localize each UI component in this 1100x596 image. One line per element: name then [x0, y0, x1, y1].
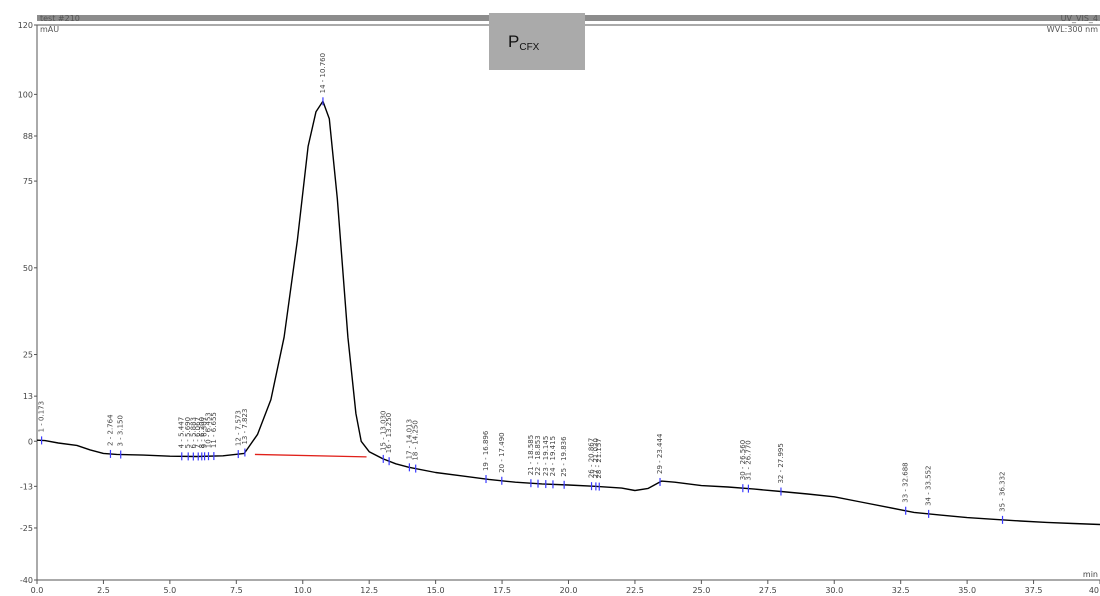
peak-label: 33 - 32.688: [902, 462, 910, 502]
peak-label: 15 - 13.030: [379, 411, 387, 451]
x-tick-label: 32.5: [892, 586, 910, 595]
peak-label: 18 - 14.250: [412, 420, 420, 460]
series-line: [36, 100, 1100, 526]
chart-title: PCFX: [508, 32, 540, 53]
title-box: PCFX: [489, 13, 585, 70]
peak-label: 7 - 6.067: [194, 417, 202, 448]
x-tick-label: 20.0: [560, 586, 578, 595]
y-tick-label: -40: [20, 576, 33, 585]
y-ticks: -40 -25 -13 0 13 25 50 75 88 100 120: [18, 21, 37, 585]
peak-label: 10 - 6.453: [204, 412, 212, 448]
x-tick-label: 35.0: [958, 586, 976, 595]
peak-label: 3 - 3.150: [117, 415, 125, 446]
x-ticks: 0.0 2.5 5.0 7.5 10.0 12.5 15.0 17.5 20.0 22.5 25.0…: [31, 580, 1100, 595]
x-tick-label: 30.0: [825, 586, 843, 595]
y-tick-label: 25: [23, 351, 33, 360]
x-tick-label: 12.5: [360, 586, 378, 595]
peak-label: 4 - 5.447: [178, 417, 186, 448]
peak-label: 22 - 18.853: [534, 435, 542, 475]
y-tick-label: 50: [23, 264, 33, 273]
chart-title-sub: CFX: [519, 42, 539, 53]
peak-label: 14 - 10.760: [319, 53, 327, 93]
x-tick-label: 0.0: [31, 586, 44, 595]
peak-label: 26 - 20.867: [588, 438, 596, 478]
peak-label: 30 - 26.560: [739, 440, 747, 480]
header-left-2: mAU: [40, 25, 59, 34]
peak-label: 19 - 16.896: [482, 430, 490, 471]
peak-label: 31 - 26.770: [744, 440, 752, 480]
peak-label: 20 - 17.490: [498, 432, 506, 472]
y-tick-label: 75: [23, 177, 33, 186]
y-tick-label: 0: [28, 437, 33, 446]
peak-label: 13 - 7.823: [241, 409, 249, 445]
peak-label: 1 - 0.173: [38, 401, 46, 432]
x-tick-label: 10.0: [294, 586, 312, 595]
x-tick-label: 37.5: [1025, 586, 1043, 595]
peak-label: 8 - 6.200: [198, 417, 206, 448]
y-tick-label: 100: [18, 90, 33, 99]
chart-axes: [36, 25, 1100, 581]
title-box-bg: [489, 13, 585, 70]
x-tick-label: 2.5: [97, 586, 110, 595]
x-tick-label: 17.5: [493, 586, 511, 595]
peak-label: 28 - 21.157: [595, 438, 603, 478]
x-tick-label: 27.5: [759, 586, 777, 595]
peak-label: 6 - 5.883: [189, 417, 197, 448]
header-right-2: WVL:300 nm: [1047, 25, 1098, 34]
peak-label: 2 - 2.764: [106, 414, 114, 446]
peak-label: 27 - 21.030: [592, 438, 600, 478]
x-tick-label: 40: [1089, 586, 1099, 595]
series-trace: [36, 100, 1100, 526]
x-tick-label: 15.0: [427, 586, 445, 595]
peak-label: 35 - 36.332: [999, 471, 1007, 511]
peak-label: 34 - 33.552: [925, 466, 933, 506]
peak-label: 32 - 27.995: [777, 443, 785, 483]
chart-title-main: P: [508, 32, 519, 51]
x-tick-label: 7.5: [230, 586, 243, 595]
peak-label: 29 - 23.444: [656, 433, 664, 474]
x-axis-unit: min: [1083, 570, 1098, 579]
y-tick-label: 88: [23, 132, 33, 141]
peak-label: 23 - 19.145: [542, 436, 550, 476]
peak-label: 9 - 6.307: [201, 417, 209, 448]
peak-label: 5 - 5.690: [184, 417, 192, 448]
peak-label: 11 - 6.655: [210, 412, 218, 448]
peak-label: 24 - 19.415: [549, 436, 557, 476]
peak-label: 12 - 7.573: [234, 410, 242, 446]
peak-label: 21 - 18.585: [527, 435, 535, 475]
header-left-1: test #210: [40, 14, 80, 23]
x-tick-label: 22.5: [626, 586, 644, 595]
peak-label: 16 - 13.250: [385, 413, 393, 453]
x-tick-label: 25.0: [692, 586, 710, 595]
x-tick-label: 5.0: [164, 586, 177, 595]
y-tick-label: 120: [18, 21, 33, 30]
integration-baseline: [254, 453, 367, 458]
y-tick-label: -13: [20, 482, 33, 491]
baseline-line: [254, 453, 367, 458]
y-tick-label: 13: [23, 392, 33, 401]
y-tick-label: -25: [20, 524, 33, 533]
peak-label: 17 - 14.013: [405, 419, 413, 459]
header-right-1: UV_VIS_4: [1061, 14, 1098, 23]
peak-label: 25 - 19.836: [560, 436, 568, 477]
